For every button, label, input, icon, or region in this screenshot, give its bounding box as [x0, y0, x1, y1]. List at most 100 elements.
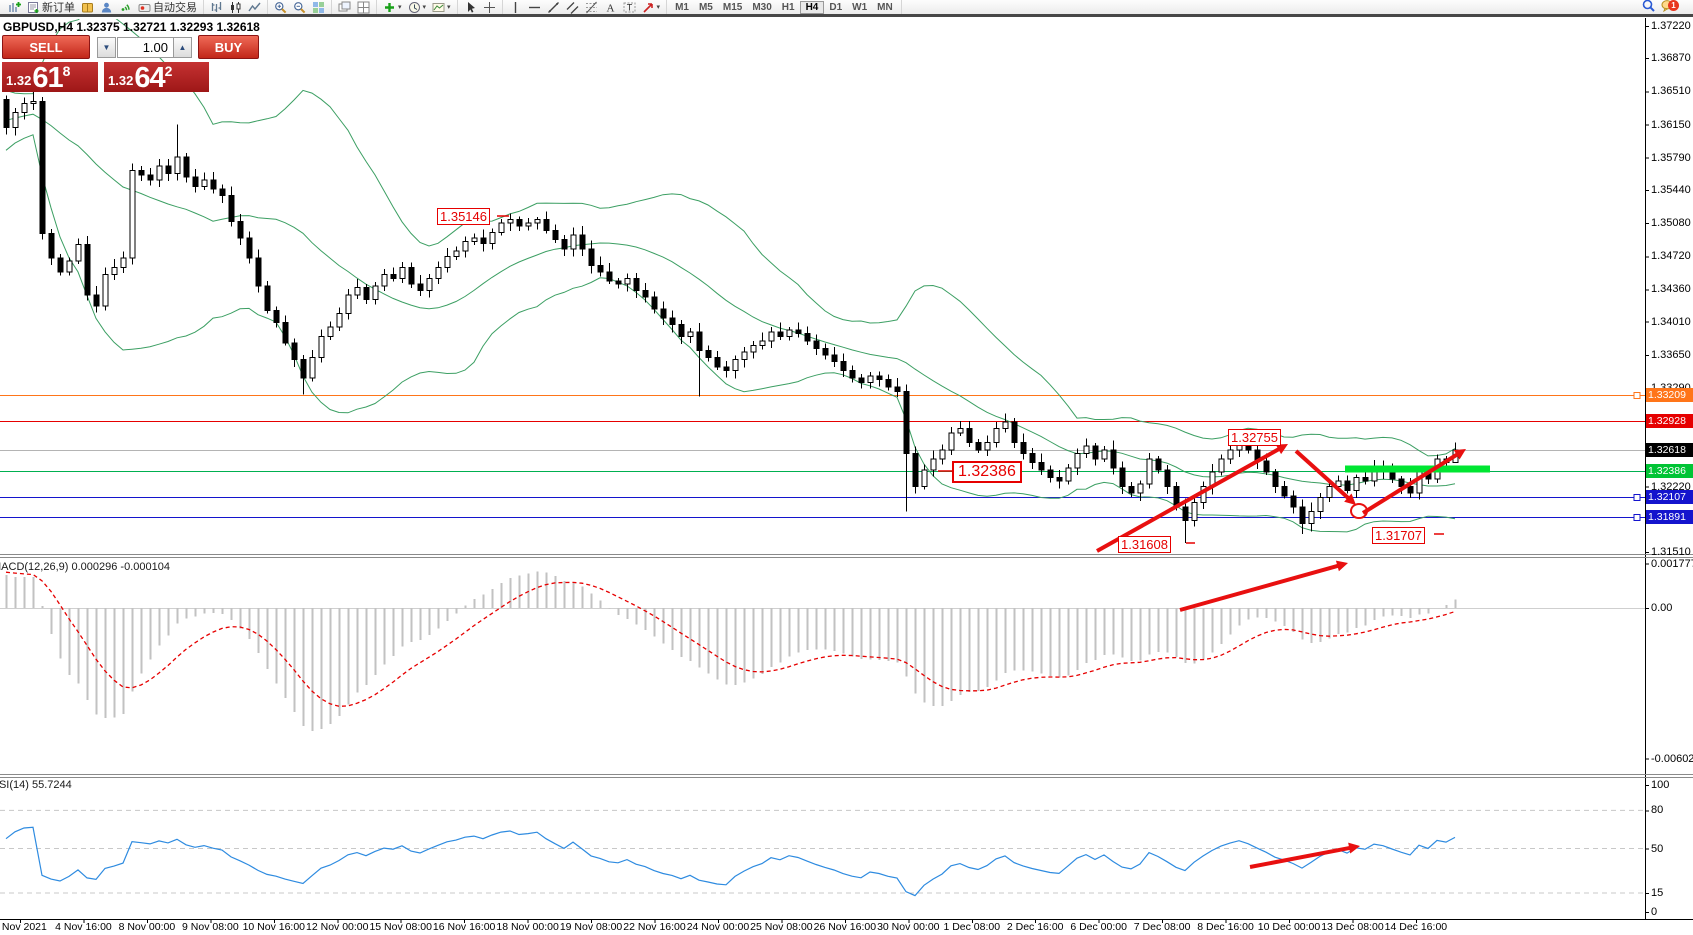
timeframe-H4-button[interactable]: H4 [799, 0, 825, 14]
main-pane[interactable] [0, 10, 1645, 553]
vertical-line-button[interactable] [506, 0, 525, 14]
date-tick-label: 6 Dec 00:00 [1070, 921, 1127, 933]
candle [813, 340, 820, 349]
add-indicator-button[interactable]: ▾ [380, 0, 405, 14]
trend-arrow[interactable] [1249, 845, 1352, 869]
candle [1317, 497, 1324, 512]
line-handle[interactable] [1633, 514, 1641, 521]
signals-button[interactable] [116, 0, 135, 14]
price-annotation[interactable]: 1.32386 [952, 461, 1022, 483]
cascade-windows-button[interactable] [335, 0, 354, 14]
volume-increase-button[interactable]: ▲ [173, 37, 192, 58]
sell-price-display[interactable]: 1.32 61 8 [2, 62, 98, 94]
price-annotation[interactable]: 1.31608 [1118, 536, 1171, 553]
timeframe-D1-button[interactable]: D1 [829, 1, 843, 13]
candle [471, 237, 478, 243]
text-button[interactable]: A [601, 0, 620, 14]
candle [804, 333, 811, 342]
trend-arrow[interactable] [1361, 452, 1460, 515]
candle [642, 289, 649, 298]
crosshair-button[interactable] [480, 0, 499, 14]
trend-arrow[interactable] [1179, 563, 1340, 612]
price-annotation[interactable]: 1.35146 [437, 208, 490, 225]
line-handle[interactable] [1633, 494, 1641, 501]
line-handle[interactable] [1633, 392, 1641, 399]
trend-arrow[interactable] [1294, 449, 1351, 501]
tile-icon [313, 1, 324, 13]
notifications-button[interactable]: 1 [1661, 0, 1685, 15]
price-line-label: 1.32928 [1646, 414, 1693, 429]
date-tick-label: 2 Dec 16:00 [1006, 921, 1064, 933]
candle [426, 277, 433, 291]
price-tick-label: 1.35790 [1651, 151, 1691, 164]
buy-button[interactable]: BUY [198, 35, 259, 59]
sell-price-digits: 61 [32, 62, 63, 94]
navigator-button[interactable] [97, 0, 116, 14]
rsi-pane[interactable] [0, 809, 1645, 897]
price-line-label: 1.31891 [1646, 509, 1693, 524]
candle [1110, 449, 1117, 469]
templates-button[interactable]: ▾ [429, 0, 454, 14]
search-button[interactable] [1642, 0, 1655, 15]
price-annotation[interactable]: 1.32755 [1228, 429, 1281, 446]
cursor-button[interactable] [461, 0, 480, 14]
zoomin-icon [275, 1, 287, 13]
date-tick-label: 22 Nov 16:00 [623, 921, 686, 933]
candle [318, 335, 325, 359]
linechart-icon [248, 2, 261, 11]
candle [831, 354, 838, 362]
arrange-windows-button[interactable] [354, 0, 373, 14]
fibonacci-button[interactable] [582, 0, 601, 14]
arrows-button[interactable]: ▾ [639, 0, 664, 14]
line-chart-button[interactable] [245, 0, 264, 14]
timeframe-H1-button[interactable]: H1 [781, 1, 795, 13]
vertex-circle[interactable] [1350, 503, 1368, 519]
timeframe-MN-button[interactable]: MN [877, 1, 893, 13]
candle [390, 274, 397, 279]
volume-decrease-button[interactable]: ▼ [97, 37, 116, 58]
candle [570, 234, 577, 250]
horizontal-line-button[interactable] [525, 0, 544, 14]
candle [183, 156, 190, 178]
cascade-icon [338, 1, 351, 11]
candle [327, 326, 334, 337]
timeframe-M1-button[interactable]: M1 [675, 1, 689, 13]
trend-arrow[interactable] [1096, 446, 1282, 553]
tile-windows-button[interactable] [309, 0, 328, 14]
chevron-down-icon: ▾ [398, 3, 402, 11]
equidistant-channel-button[interactable] [563, 0, 582, 14]
candlestick-chart-button[interactable] [226, 0, 245, 14]
timeframe-W1-button[interactable]: W1 [852, 1, 868, 13]
candle [1128, 486, 1135, 494]
text-label-button[interactable]: T [620, 0, 639, 14]
candle [975, 441, 982, 451]
market-watch-button[interactable] [78, 0, 97, 14]
periods-button[interactable]: ▾ [405, 0, 430, 14]
zoom-in-button[interactable] [271, 0, 290, 14]
file-group: 新订单 自动交易 [2, 0, 204, 14]
volume-input[interactable]: 1.00 [117, 37, 174, 58]
clock-icon [408, 1, 420, 13]
timeframe-M15-button[interactable]: M15 [722, 1, 743, 13]
macd-pane[interactable] [0, 560, 1645, 732]
price-annotation[interactable]: 1.31707 [1372, 527, 1425, 544]
new-order-button[interactable]: 新订单 [24, 0, 78, 14]
zoom-out-button[interactable] [290, 0, 309, 14]
bar-chart-button[interactable] [207, 0, 226, 14]
new-chart-button[interactable] [5, 0, 24, 14]
sell-button[interactable]: SELL [2, 35, 90, 59]
trendline-button[interactable] [544, 0, 563, 14]
candle [840, 360, 847, 372]
candle [264, 285, 271, 312]
toolbar: 新订单 自动交易 ▾ ▾ ▾ A T ▾ M1 M5 M15 M30 H1 H4 D1 W1 MN 1 [0, 0, 1693, 17]
auto-trading-button[interactable]: 自动交易 [135, 0, 200, 14]
template-icon [432, 2, 445, 12]
candle [867, 375, 874, 384]
timeframe-M5-button[interactable]: M5 [698, 1, 713, 13]
candle [1227, 449, 1234, 460]
timeframe-M30-button[interactable]: M30 [752, 1, 772, 13]
price-tick-label: 1.36150 [1651, 118, 1691, 131]
price-tick-label: 1.36870 [1651, 52, 1691, 65]
buy-price-display[interactable]: 1.32 64 2 [104, 62, 209, 93]
